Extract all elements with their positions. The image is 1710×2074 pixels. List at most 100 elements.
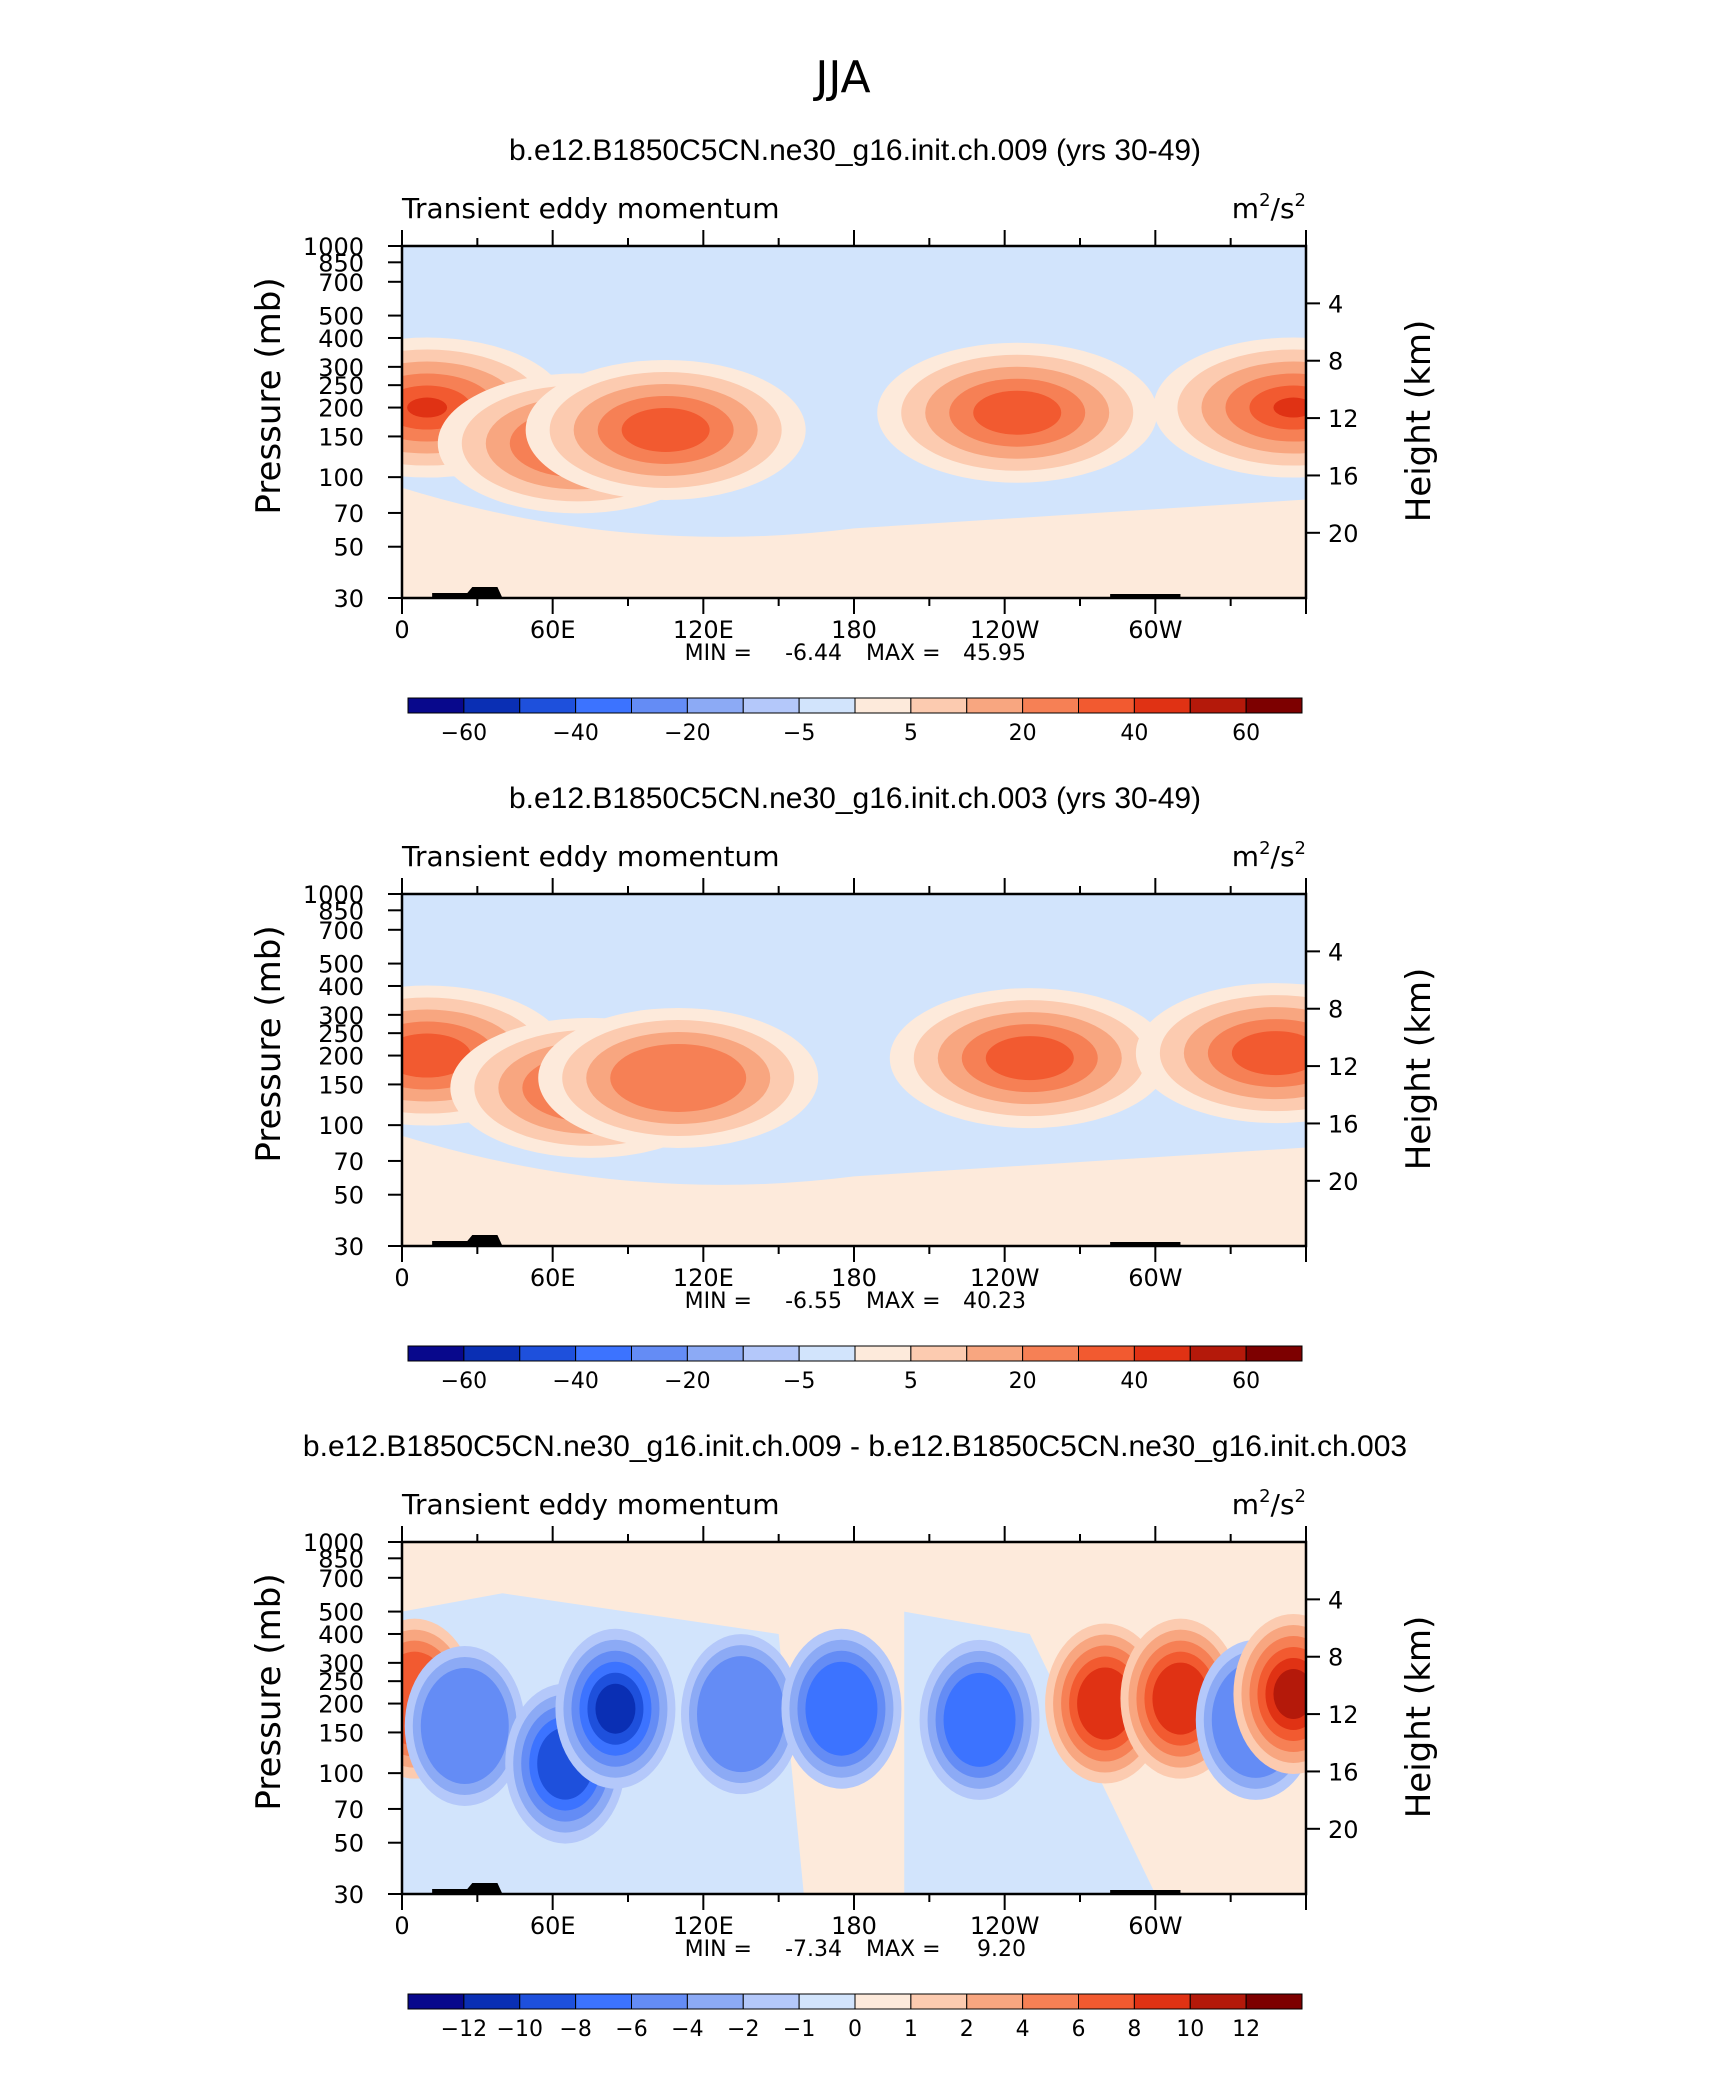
y-tick-label: 100 [318,1112,364,1140]
colorbar-box [854,1993,912,2010]
y-right-axis-label: Height (km) [1399,320,1439,523]
colorbar-box [1022,1993,1079,2010]
max-value: 9.20 [977,1937,1026,1962]
y-tick-label: 500 [318,1599,364,1627]
y-right-tick-label: 16 [1328,1110,1359,1138]
jet-contour [402,1033,472,1078]
y-tick-label: 70 [333,500,364,528]
min-value: -6.55 [785,1289,842,1314]
colorbar-box [519,1993,577,2010]
colorbar-box [966,1993,1024,2010]
y-right-tick-label: 8 [1328,348,1343,376]
figure-title: JJA [812,52,870,103]
panel-title: b.e12.B1850C5CN.ne30_g16.init.ch.009 - b… [303,1430,1407,1463]
colorbar-box [1189,697,1247,714]
colorbar-box [910,1345,968,1362]
y-tick-label: 850 [318,897,364,925]
y-right-tick-label: 16 [1328,1758,1359,1786]
y-right-tick-label: 12 [1328,405,1359,433]
negative-region [402,256,829,344]
negative-region [866,899,1156,970]
units-part: m [1232,1488,1259,1521]
max-label: MAX = [866,641,941,666]
colorbar-label: −8 [559,2017,591,2042]
colorbar-box [1078,697,1135,714]
colorbar-box [798,1993,856,2010]
anomaly-contour [595,1683,636,1734]
y-tick-label: 100 [318,464,364,492]
topography [432,587,503,598]
max-label: MAX = [866,1937,941,1962]
colorbar-label: 5 [904,1369,918,1394]
colorbar-box [1245,1345,1303,1362]
panel-3: b.e12.B1850C5CN.ne30_g16.init.ch.009 - b… [249,1430,1439,2042]
colorbar-box [519,697,577,714]
colorbar-label: 4 [1016,2017,1030,2042]
jet-contour [1231,1031,1306,1076]
contour-field [402,246,1306,598]
colorbar-box [910,697,968,714]
jet-contour [407,397,448,418]
y-right-axis-label: Height (km) [1399,1616,1439,1819]
y-tick-label: 250 [318,1668,364,1696]
colorbar-label: 10 [1176,2017,1204,2042]
y-right-tick-label: 12 [1328,1053,1359,1081]
min-label: MIN = [685,1937,752,1962]
anomaly-contour [805,1661,878,1756]
min-label: MIN = [685,1289,752,1314]
colorbar-label: −5 [783,721,815,746]
colorbar-label: 0 [848,2017,862,2042]
y-tick-label: 50 [333,1830,364,1858]
y-right-tick-label: 20 [1328,1816,1359,1844]
positive-region [402,1135,1306,1246]
colorbar-box [1245,697,1303,714]
colorbar-box [631,1345,688,1362]
y-tick-label: 250 [318,1020,364,1048]
colorbar-label: −60 [441,721,487,746]
colorbar-box [854,1345,912,1362]
x-tick-label: 60E [530,1264,576,1292]
colorbar-box [1133,697,1191,714]
y-tick-label: 70 [333,1148,364,1176]
max-value: 45.95 [963,641,1026,666]
y-tick-label: 150 [318,423,364,451]
jet-contour [973,390,1062,435]
units-part: m [1232,192,1259,225]
topography [432,1883,503,1894]
colorbar-label: 20 [1009,721,1037,746]
y-axis-label: Pressure (mb) [249,925,289,1162]
units-part: 2 [1295,838,1306,859]
colorbar-box [1022,1345,1079,1362]
y-tick-label: 200 [318,1691,364,1719]
y-right-axis-label: Height (km) [1399,968,1439,1171]
y-tick-label: 200 [318,1043,364,1071]
x-tick-label: 120W [970,616,1040,644]
min-label: MIN = [685,641,752,666]
colorbar-label: 60 [1232,721,1260,746]
y-tick-label: 150 [318,1071,364,1099]
units-label: m2/s2 [1232,838,1306,873]
colorbar-label: 60 [1232,1369,1260,1394]
panel-2: b.e12.B1850C5CN.ne30_g16.init.ch.003 (yr… [249,782,1439,1394]
y-tick-label: 500 [318,303,364,331]
colorbar-box [1078,1993,1135,2010]
colorbar-box [575,1345,632,1362]
min-value: -6.44 [785,641,842,666]
colorbar-box [1189,1345,1247,1362]
units-part: 2 [1295,1486,1306,1507]
y-right-tick-label: 4 [1328,290,1343,318]
colorbar-label: 5 [904,721,918,746]
max-value: 40.23 [963,1289,1026,1314]
y-tick-label: 400 [318,325,364,353]
colorbar-box [575,1993,632,2010]
y-right-tick-label: 8 [1328,1644,1343,1672]
jet-contour [610,1043,747,1112]
colorbar-box [798,1345,856,1362]
y-tick-label: 850 [318,249,364,277]
x-tick-label: 60W [1128,1912,1182,1940]
y-right-tick-label: 4 [1328,1586,1343,1614]
jet-contour [985,1036,1074,1081]
colorbar-label: −4 [671,2017,703,2042]
colorbar-box [463,1993,521,2010]
